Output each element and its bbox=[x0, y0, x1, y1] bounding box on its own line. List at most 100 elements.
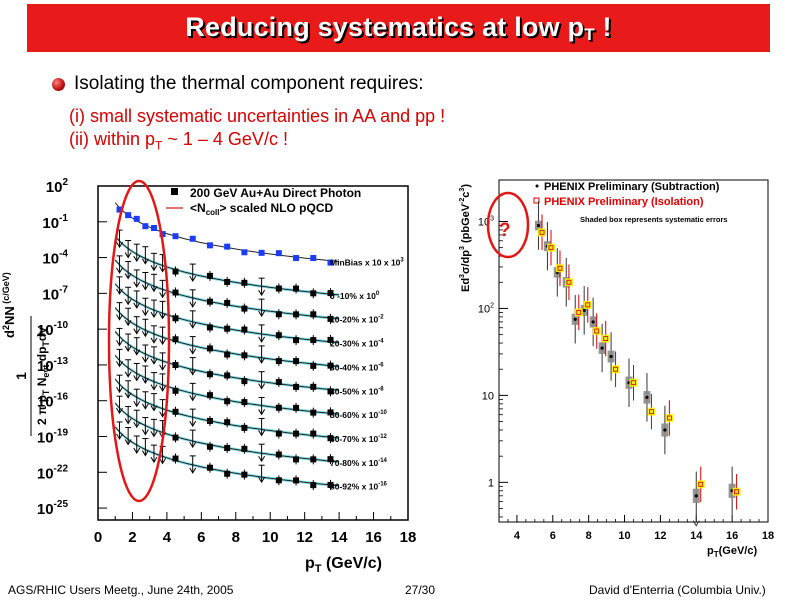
series-group bbox=[114, 327, 340, 397]
x-tick-label: 14 bbox=[690, 530, 703, 542]
upper-limit-head bbox=[133, 400, 141, 408]
upper-limit-head bbox=[124, 298, 132, 306]
data-point bbox=[206, 443, 213, 450]
data-point bbox=[275, 404, 282, 411]
y-label-denominator: 2 π pT Nevt dpTdy bbox=[35, 327, 51, 425]
upper-limit-head bbox=[116, 288, 123, 295]
isolation-syst-box bbox=[665, 413, 674, 422]
isolation-syst-box bbox=[555, 264, 564, 273]
series-group bbox=[114, 302, 340, 371]
data-point bbox=[125, 212, 132, 219]
data-point bbox=[189, 235, 196, 242]
x-tick-label: 18 bbox=[400, 529, 417, 546]
data-point bbox=[241, 249, 248, 256]
legend-marker-subtraction bbox=[535, 184, 539, 188]
legend-marker-isolation bbox=[533, 197, 540, 204]
subtraction-point bbox=[609, 354, 613, 359]
y-tick-label: 10-4 bbox=[42, 249, 68, 268]
y-tick-label: 10-22 bbox=[37, 463, 69, 482]
subtraction-point bbox=[600, 346, 604, 350]
data-point bbox=[172, 233, 179, 240]
upper-limit-head bbox=[150, 337, 158, 344]
data-point bbox=[293, 255, 300, 262]
upper-limit-head bbox=[159, 364, 167, 371]
isolation-point bbox=[631, 380, 636, 386]
legend-label-data: 200 GeV Au+Au Direct Photon bbox=[190, 186, 361, 200]
data-point bbox=[293, 383, 300, 390]
data-point bbox=[293, 358, 300, 365]
data-point bbox=[241, 471, 248, 478]
subtraction-point bbox=[573, 317, 577, 321]
x-tick-label: 4 bbox=[163, 529, 172, 546]
upper-limit-head bbox=[141, 310, 149, 317]
upper-limit-head bbox=[189, 322, 197, 329]
data-point bbox=[310, 337, 317, 344]
data-point bbox=[150, 225, 157, 232]
upper-limit-head bbox=[124, 418, 132, 425]
phenix-preliminary-chart: 4 6 8 10 12 14 16 18103102101pT(GeV/c)Ed3σ/dp3 … bbox=[459, 179, 774, 559]
upper-limit-head bbox=[133, 281, 141, 288]
upper-limit-head bbox=[258, 476, 266, 484]
data-point bbox=[224, 419, 231, 426]
y-tick-label: 102 bbox=[478, 302, 494, 315]
y-tick-label: 10-7 bbox=[42, 284, 68, 303]
y-tick-label: 10-1 bbox=[42, 213, 68, 232]
x-axis-label: pT (GeV/c) bbox=[305, 555, 382, 573]
data-point bbox=[275, 430, 282, 437]
data-point bbox=[275, 451, 282, 458]
data-point bbox=[327, 435, 334, 442]
upper-limit-head bbox=[116, 433, 123, 440]
isolation-point bbox=[649, 409, 654, 415]
upper-limit-head bbox=[189, 275, 197, 283]
data-point bbox=[224, 278, 231, 285]
data-point bbox=[327, 290, 334, 297]
isolation-point bbox=[698, 481, 704, 487]
x-tick-label: 6 bbox=[197, 529, 205, 546]
question-mark-annotation: ? bbox=[499, 220, 511, 241]
upper-limit-head bbox=[258, 310, 266, 318]
upper-limit-head bbox=[159, 338, 167, 346]
isolation-point bbox=[548, 245, 554, 251]
data-point bbox=[275, 378, 282, 385]
legend-label-theory: <Ncoll> scaled NLO pQCD bbox=[190, 201, 333, 217]
data-point bbox=[327, 388, 334, 395]
x-tick-label: 8 bbox=[232, 529, 240, 546]
upper-limit-head bbox=[258, 455, 266, 463]
y-tick-label: 102 bbox=[46, 177, 69, 196]
data-point bbox=[142, 223, 149, 230]
upper-limit-head bbox=[124, 273, 132, 280]
highlight-ellipse bbox=[107, 179, 171, 503]
series-group bbox=[114, 421, 340, 491]
isolation-syst-box bbox=[601, 334, 610, 343]
upper-limit-head bbox=[150, 384, 158, 391]
data-point bbox=[133, 215, 140, 222]
x-tick-label: 14 bbox=[331, 529, 348, 546]
upper-limit-head bbox=[116, 241, 123, 249]
data-point bbox=[224, 351, 231, 358]
data-point bbox=[172, 362, 179, 369]
data-point bbox=[327, 362, 334, 369]
upper-limit-head bbox=[258, 289, 266, 297]
data-point bbox=[293, 285, 300, 292]
data-point bbox=[172, 336, 179, 343]
upper-limit-head bbox=[141, 377, 149, 384]
data-point bbox=[275, 358, 282, 365]
data-point bbox=[275, 250, 282, 257]
data-point bbox=[310, 456, 317, 463]
data-point bbox=[241, 378, 248, 385]
data-point bbox=[275, 332, 282, 339]
upper-limit-head bbox=[150, 286, 158, 293]
data-point bbox=[116, 206, 123, 213]
isolation-syst-box bbox=[629, 378, 638, 387]
y-tick-label: 1 bbox=[488, 477, 494, 489]
subtraction-point bbox=[645, 395, 649, 399]
upper-limit-head bbox=[189, 395, 197, 402]
theory-band bbox=[115, 330, 340, 392]
data-point bbox=[310, 290, 317, 297]
y-tick-label: 10-25 bbox=[37, 499, 69, 518]
data-point bbox=[206, 272, 213, 279]
upper-limit-head bbox=[133, 328, 141, 335]
data-point bbox=[310, 383, 317, 390]
series-label: 10-20% x 10-2 bbox=[330, 315, 384, 325]
upper-limit-head bbox=[258, 357, 266, 364]
